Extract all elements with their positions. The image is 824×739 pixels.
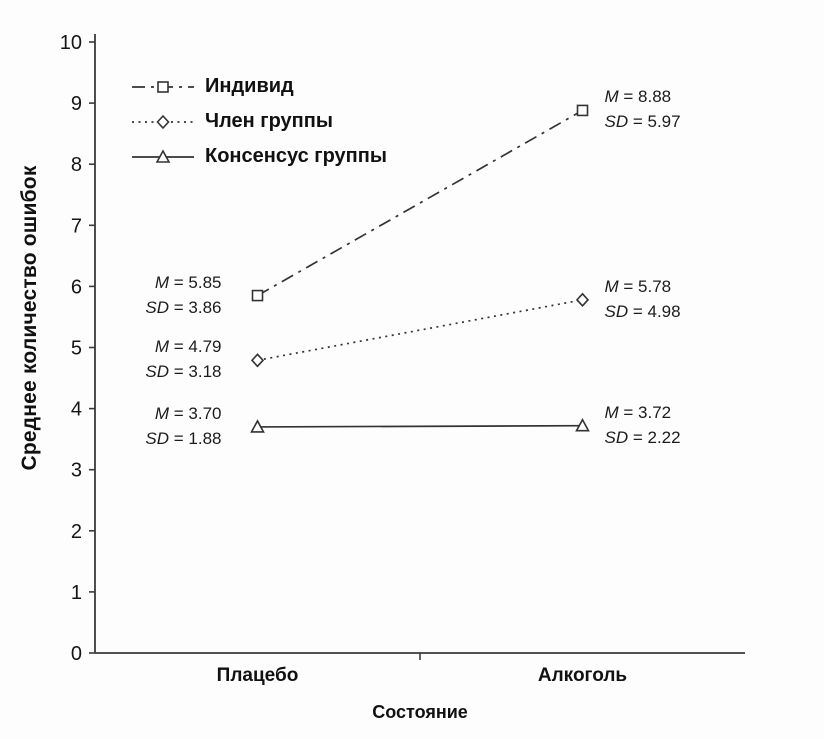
legend-item-group-member: Член группы (131, 107, 387, 136)
y-tick-label: 1 (71, 582, 82, 604)
series-line-group-member (257, 299, 583, 362)
legend: Индивид Член группы Консенсус группы (131, 72, 387, 171)
y-tick-label: 4 (71, 399, 82, 421)
legend-solid-line-triangle-icon (132, 148, 194, 163)
category-label: Плацебо (217, 665, 299, 686)
y-tick-label: 2 (71, 521, 82, 543)
triangle-marker-group-consensus-0 (250, 419, 265, 433)
square-marker-individual-1 (576, 104, 589, 117)
y-tick-label: 8 (71, 154, 82, 176)
legend-item-individual: Индивид (131, 72, 387, 101)
triangle-marker-group-consensus-1 (575, 418, 590, 432)
triangle-marker-icon (155, 148, 171, 163)
series-line-individual (257, 109, 583, 297)
diamond-marker-icon (156, 114, 170, 129)
legend-label-group-member: Член группы (205, 110, 333, 132)
y-tick-label: 0 (71, 643, 82, 665)
y-tick-label: 5 (71, 338, 82, 360)
category-label: Алкоголь (538, 665, 627, 686)
legend-item-group-consensus: Консенсус группы (131, 142, 387, 171)
square-marker-icon (157, 80, 169, 93)
y-tick-label: 9 (71, 93, 82, 115)
y-tick-label: 6 (71, 276, 82, 298)
y-tick-label: 10 (60, 32, 82, 54)
y-tick-label: 3 (71, 460, 82, 482)
legend-label-group-consensus: Консенсус группы (205, 145, 387, 167)
legend-label-individual: Индивид (205, 75, 294, 97)
y-tick-label: 7 (71, 215, 82, 237)
legend-dotted-line-diamond-icon (132, 114, 194, 129)
y-axis-title: Среднее количество ошибок (18, 165, 41, 471)
x-axis-title: Состояние (372, 702, 468, 722)
square-marker-individual-0 (251, 289, 264, 302)
legend-dash-dot-line-square-icon (132, 80, 194, 93)
diamond-marker-group-member-1 (575, 292, 590, 308)
series-line-group-consensus (257, 424, 583, 428)
diamond-marker-group-member-0 (250, 353, 265, 368)
